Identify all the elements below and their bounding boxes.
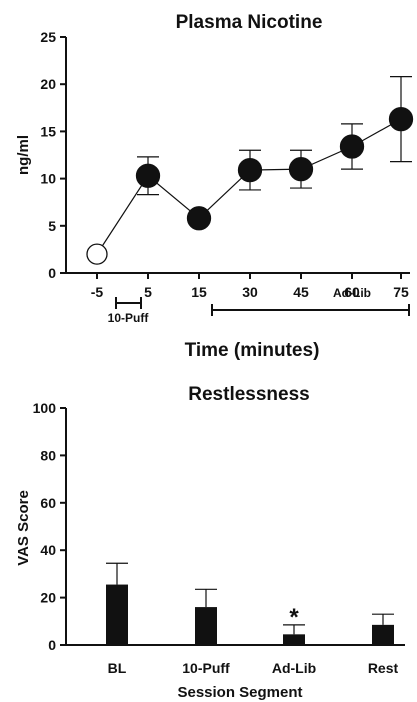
restlessness-y-label: VAS Score [15,490,32,566]
x-tick-label: -5 [91,284,104,300]
plasma-nicotine-marks [86,76,414,265]
plasma-nicotine-x-label: Time (minutes) [185,340,320,361]
x-tick-label: Ad-Lib [272,660,316,676]
plasma-nicotine-axes: 0 5 10 15 20 25 -5 5 15 30 45 60 75 10-Puff Ad-Lib [40,29,410,325]
y-tick-label: 100 [33,400,57,416]
data-point-open [86,243,108,265]
y-tick-label: 60 [40,495,56,511]
plasma-nicotine-title: Plasma Nicotine [176,12,323,33]
restlessness-x-label: Session Segment [177,684,302,701]
y-tick-label: 10 [40,171,56,187]
y-tick-label: 80 [40,447,56,463]
significance-asterisk: * [289,604,299,631]
y-tick-label: 0 [48,637,56,653]
x-tick-label: BL [108,660,127,676]
restlessness-marks: * [106,562,394,645]
x-tick-label: 30 [242,284,258,300]
x-tick-label: 15 [191,284,207,300]
data-point [237,157,263,183]
bar [195,607,217,645]
data-point [288,157,314,182]
x-tick-label: 60 [344,284,360,300]
x-tick-label: 10-Puff [182,660,230,676]
x-tick-label: 75 [393,284,409,300]
bar [283,634,305,645]
y-tick-label: 0 [48,265,56,281]
data-point [339,134,365,159]
y-tick-label: 5 [48,218,56,234]
y-tick-label: 20 [40,76,56,92]
restlessness-axes: 0 20 40 60 80 100 BL 10-Puff Ad-Lib Rest [33,400,405,676]
data-point [186,206,212,231]
restlessness-title: Restlessness [188,384,309,405]
x-tick-label: Rest [368,660,399,676]
y-tick-label: 25 [40,29,56,45]
bar [372,624,394,645]
data-point [388,106,414,132]
bracket-label: Ad-Lib [333,286,371,300]
bar [106,584,128,645]
y-tick-label: 40 [40,542,56,558]
data-point [135,163,161,188]
y-tick-label: 20 [40,590,56,606]
x-tick-label: 5 [144,284,152,300]
x-tick-label: 45 [293,284,309,300]
plasma-nicotine-y-label: ng/ml [15,135,32,175]
bracket-label: 10-Puff [108,311,150,325]
y-tick-label: 15 [40,123,56,139]
